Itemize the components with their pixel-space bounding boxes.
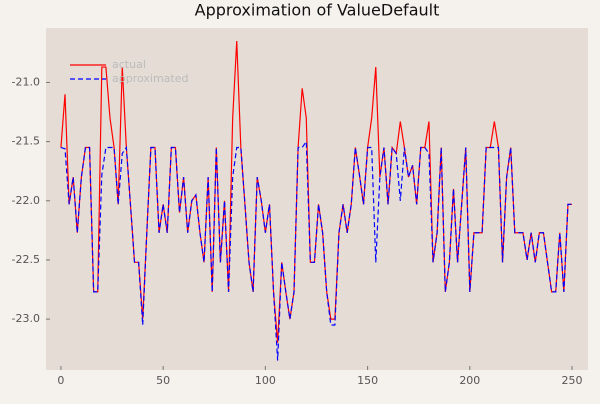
y-tick-label: -21.0 bbox=[12, 75, 40, 88]
x-tick-label: 200 bbox=[459, 374, 480, 387]
plot-area bbox=[46, 28, 588, 370]
x-tick-label: 150 bbox=[357, 374, 378, 387]
legend-label: approximated bbox=[112, 72, 188, 85]
y-tick-label: -22.5 bbox=[12, 253, 40, 266]
x-tick-label: 250 bbox=[562, 374, 583, 387]
y-tick-label: -22.0 bbox=[12, 194, 40, 207]
x-tick-label: 0 bbox=[57, 374, 64, 387]
y-tick-label: -21.5 bbox=[12, 135, 40, 148]
chart-title: Approximation of ValueDefault bbox=[195, 1, 440, 20]
x-tick-label: 50 bbox=[156, 374, 170, 387]
series-line bbox=[60, 139, 573, 361]
y-tick-label: -23.0 bbox=[12, 312, 40, 325]
legend-label: actual bbox=[112, 58, 146, 71]
x-tick-label: 100 bbox=[255, 374, 276, 387]
